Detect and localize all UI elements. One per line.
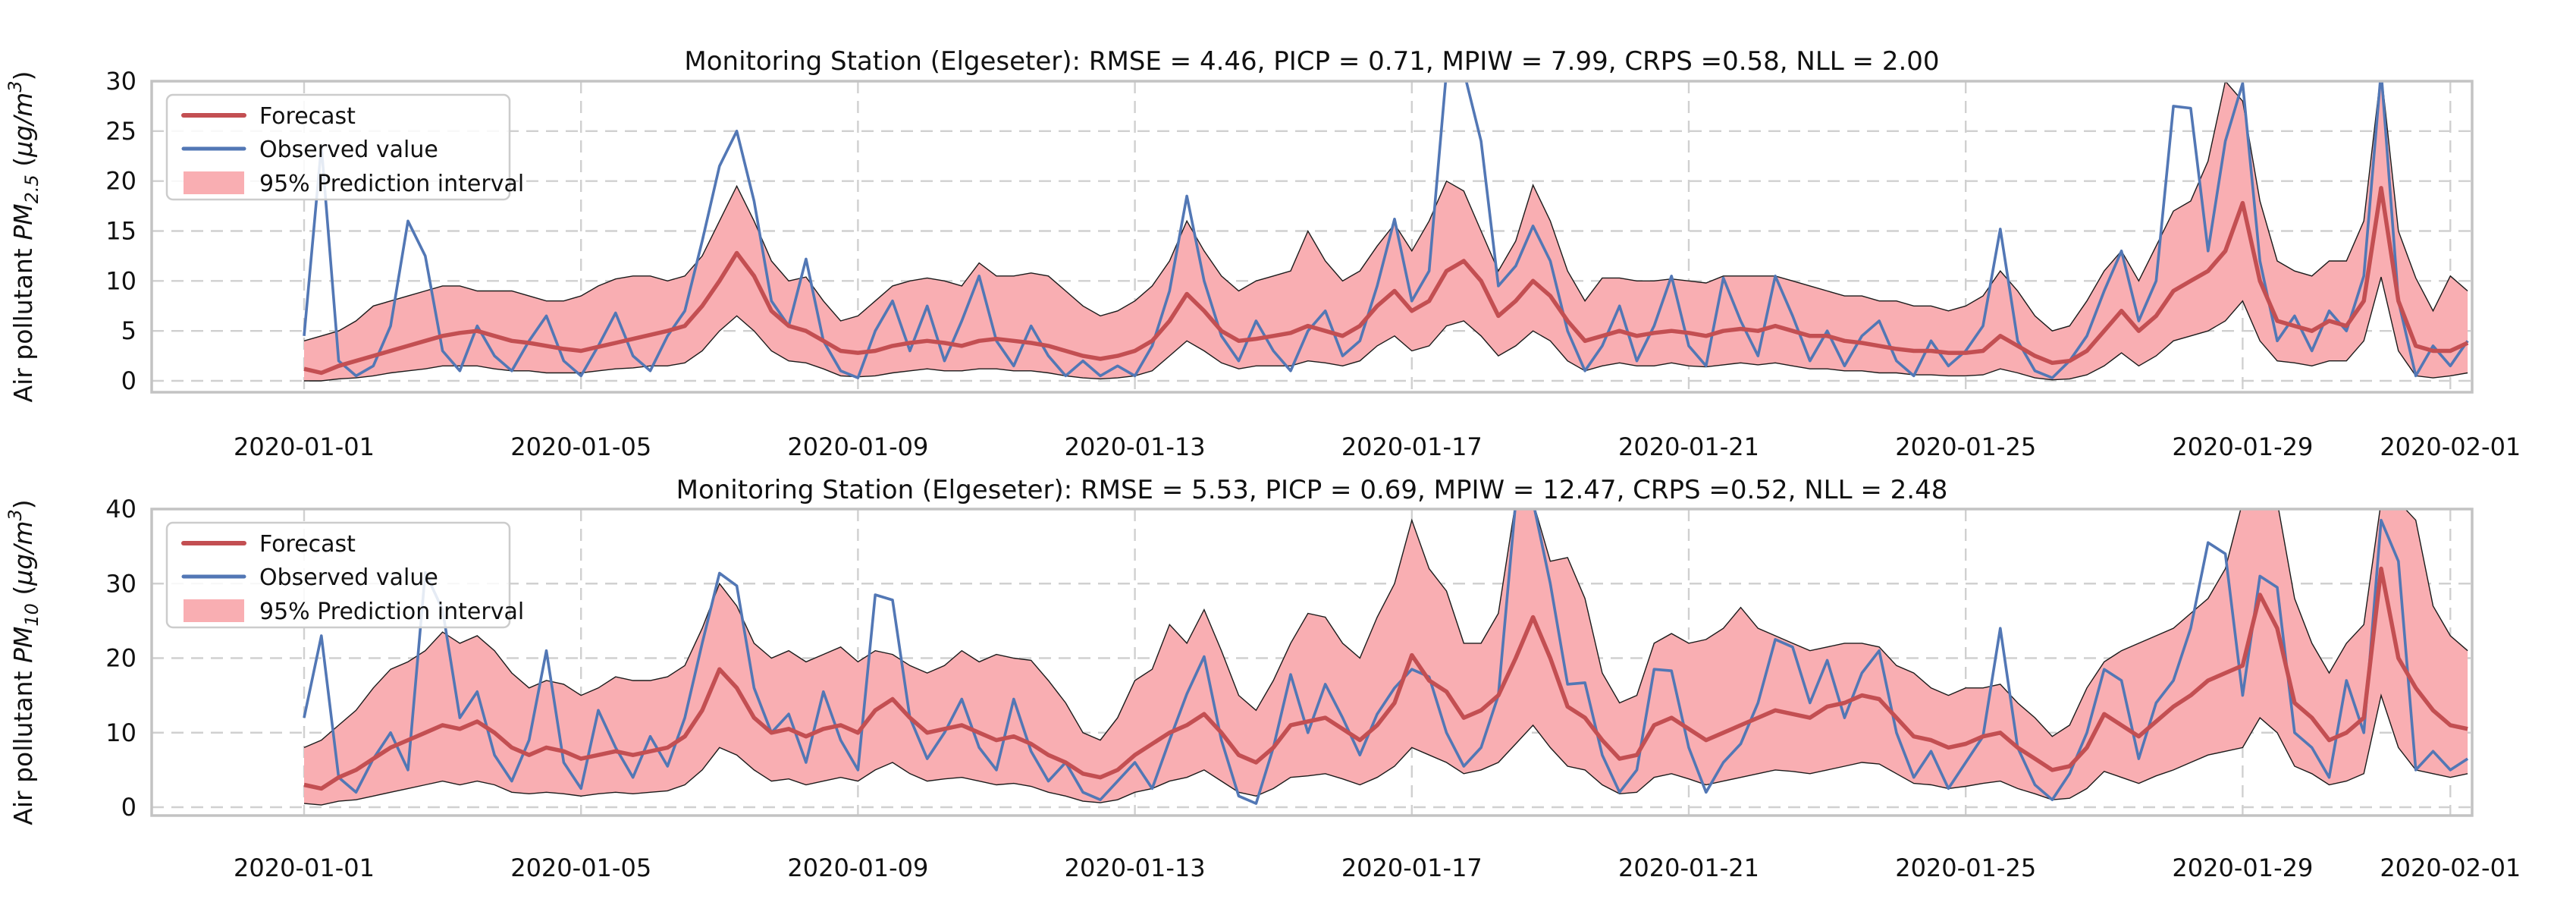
pm10-chart: Monitoring Station (Elgeseter): RMSE = 5… <box>5 475 2521 882</box>
x-tick-label: 2020-02-01 <box>2380 432 2521 461</box>
x-tick-label: 2020-01-29 <box>2172 853 2313 882</box>
legend-box <box>165 521 511 629</box>
forecast-line <box>303 566 2468 791</box>
x-tick-label: 2020-01-17 <box>1341 853 1483 882</box>
interval-patch-sample <box>184 171 244 194</box>
y-tick-label: 25 <box>105 117 136 146</box>
legend-item-interval: 95% Prediction interval <box>259 171 524 197</box>
y-tick-label: 40 <box>105 495 136 523</box>
x-tick-label: 2020-01-21 <box>1618 432 1759 461</box>
interval-upper-edge <box>303 81 2468 341</box>
y-tick-label: 0 <box>121 366 136 395</box>
pm25-chart-title: Monitoring Station (Elgeseter): RMSE = 4… <box>684 46 1939 77</box>
pm10-plot-area: 0 10 20 30 40 2020-01-01 2020-01-05 2020-01-09 2… <box>105 495 2521 882</box>
x-tick-label: 2020-01-09 <box>787 853 928 882</box>
y-tick-label: 10 <box>105 266 136 295</box>
x-tick-label: 2020-01-13 <box>1065 853 1206 882</box>
x-tick-label: 2020-01-25 <box>1895 853 2036 882</box>
interval-lower-edge <box>304 276 2468 382</box>
legend-item-interval: 95% Prediction interval <box>259 599 524 625</box>
prediction-interval-band <box>304 509 2468 806</box>
legend-item-forecast: Forecast <box>259 103 356 130</box>
observed-line <box>303 81 2469 379</box>
pm10-legend: Forecast Observed value 95% Prediction i… <box>165 521 524 629</box>
x-tick-label: 2020-01-13 <box>1065 432 1206 461</box>
observed-line <box>303 509 2469 805</box>
pm25-chart: Monitoring Station (Elgeseter): RMSE = 4… <box>5 46 2521 461</box>
legend-item-forecast: Forecast <box>259 531 356 558</box>
pm25-legend: Forecast Observed value 95% Prediction i… <box>165 93 524 201</box>
x-tick-label: 2020-01-05 <box>510 853 651 882</box>
legend-box <box>165 93 511 201</box>
x-tick-label: 2020-02-01 <box>2380 853 2521 882</box>
plot-frame <box>150 508 2474 817</box>
legend-item-observed: Observed value <box>259 564 438 591</box>
y-tick-label: 20 <box>105 644 136 673</box>
pm10-y-axis-label: Air pollutant PM10 (μg/m3) <box>5 499 42 825</box>
y-tick-label: 20 <box>105 167 136 196</box>
forecast-line <box>303 186 2469 376</box>
y-tick-label: 5 <box>121 316 136 345</box>
x-tick-label: 2020-01-21 <box>1618 853 1759 882</box>
y-tick-label: 0 <box>121 793 136 822</box>
x-tick-label: 2020-01-25 <box>1895 432 2036 461</box>
prediction-interval-band <box>304 81 2468 381</box>
y-tick-label: 15 <box>105 217 136 246</box>
pm10-chart-title: Monitoring Station (Elgeseter): RMSE = 5… <box>676 475 1948 505</box>
pm25-y-axis-label: Air pollutant PM2.5 (μg/m3) <box>5 71 42 403</box>
x-tick-label: 2020-01-29 <box>2172 432 2313 461</box>
x-tick-label: 2020-01-05 <box>510 432 651 461</box>
legend-item-observed: Observed value <box>259 137 438 163</box>
interval-patch-sample <box>184 599 244 622</box>
x-tick-label: 2020-01-17 <box>1341 432 1483 461</box>
pm25-plot-area: 0 5 10 15 20 25 30 2020-01-01 2020-01-05 2020-01-… <box>105 67 2521 461</box>
y-tick-label: 30 <box>105 67 136 96</box>
interval-upper-edge <box>303 509 2468 749</box>
x-tick-label: 2020-01-09 <box>787 432 928 461</box>
y-tick-label: 10 <box>105 718 136 747</box>
x-tick-label: 2020-01-01 <box>234 853 375 882</box>
y-tick-label: 30 <box>105 569 136 598</box>
plot-frame <box>150 80 2474 394</box>
x-tick-label: 2020-01-01 <box>234 432 375 461</box>
interval-lower-edge <box>303 693 2468 806</box>
